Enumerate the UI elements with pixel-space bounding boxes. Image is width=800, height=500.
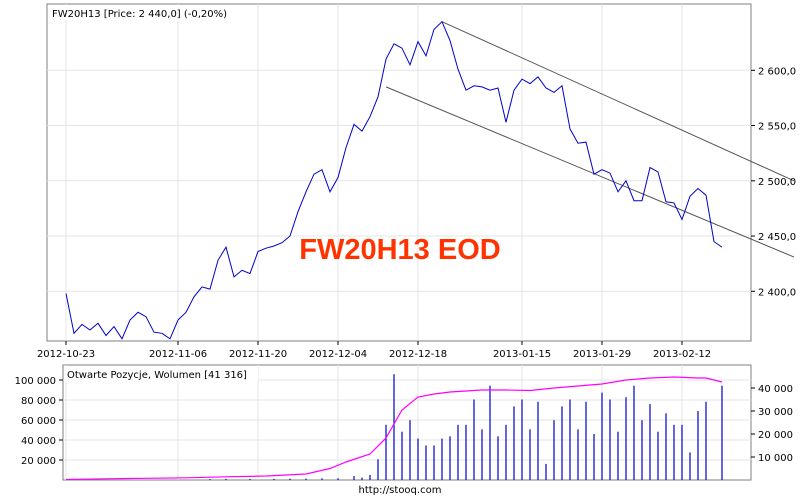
- volume-title-bg: [64, 366, 258, 381]
- price-panel-frame: [46, 3, 752, 342]
- x-tick-label: 2013-01-29: [573, 349, 631, 360]
- volume-panel-frame: [62, 364, 752, 481]
- left-tick-label: 40 000: [21, 436, 56, 447]
- x-tick-label: 2012-11-06: [149, 349, 207, 360]
- price-series: [65, 20, 723, 340]
- right-tick-label: 30 000: [758, 407, 793, 418]
- x-tick-label: 2012-12-18: [389, 349, 447, 360]
- x-tick-label: 2012-11-20: [229, 349, 287, 360]
- open-interest-series: [65, 376, 723, 481]
- y-tick-label: 2 550,0: [758, 122, 796, 133]
- left-tick-label: 100 000: [15, 376, 56, 387]
- right-tick-label: 20 000: [758, 430, 793, 441]
- x-tick-label: 2012-10-23: [37, 349, 95, 360]
- x-tick-label: 2012-12-04: [309, 349, 367, 360]
- left-tick-label: 60 000: [21, 416, 56, 427]
- y-tick-label: 2 500,0: [758, 177, 796, 188]
- open-interest-line: [65, 376, 723, 481]
- axis-ticks: [59, 69, 755, 461]
- volume-grid: [63, 365, 751, 480]
- price-line: [65, 20, 723, 340]
- volume-chart-title: Otwarte Pozycje, Wolumen [41 316]: [67, 370, 247, 381]
- y-tick-label: 2 450,0: [758, 232, 796, 243]
- y-tick-label: 2 400,0: [758, 287, 796, 298]
- right-tick-label: 10 000: [758, 453, 793, 464]
- y-tick-label: 2 600,0: [758, 66, 796, 77]
- left-tick-label: 80 000: [21, 396, 56, 407]
- right-tick-label: 40 000: [758, 384, 793, 395]
- x-tick-label: 2013-01-15: [493, 349, 551, 360]
- price-chart-title: FW20H13 [Price: 2 440,0] (-0,20%): [52, 9, 227, 20]
- channel-line: [385, 86, 795, 258]
- trend-channel: [385, 21, 795, 258]
- axis-labels: 2012-10-23 2012-11-06 2012-11-20 2012-12-04…: [15, 66, 797, 467]
- x-tick-label: 2013-02-12: [653, 349, 711, 360]
- left-tick-label: 20 000: [21, 456, 56, 467]
- watermark-group: FW20H13 EOD: [299, 234, 500, 266]
- chart-watermark: FW20H13 EOD: [299, 234, 500, 266]
- volume-bars: [209, 374, 723, 480]
- price-title-bg: [48, 5, 230, 20]
- price-grid: [47, 4, 751, 341]
- source-url[interactable]: http://stooq.com: [358, 485, 442, 496]
- channel-line: [441, 21, 795, 182]
